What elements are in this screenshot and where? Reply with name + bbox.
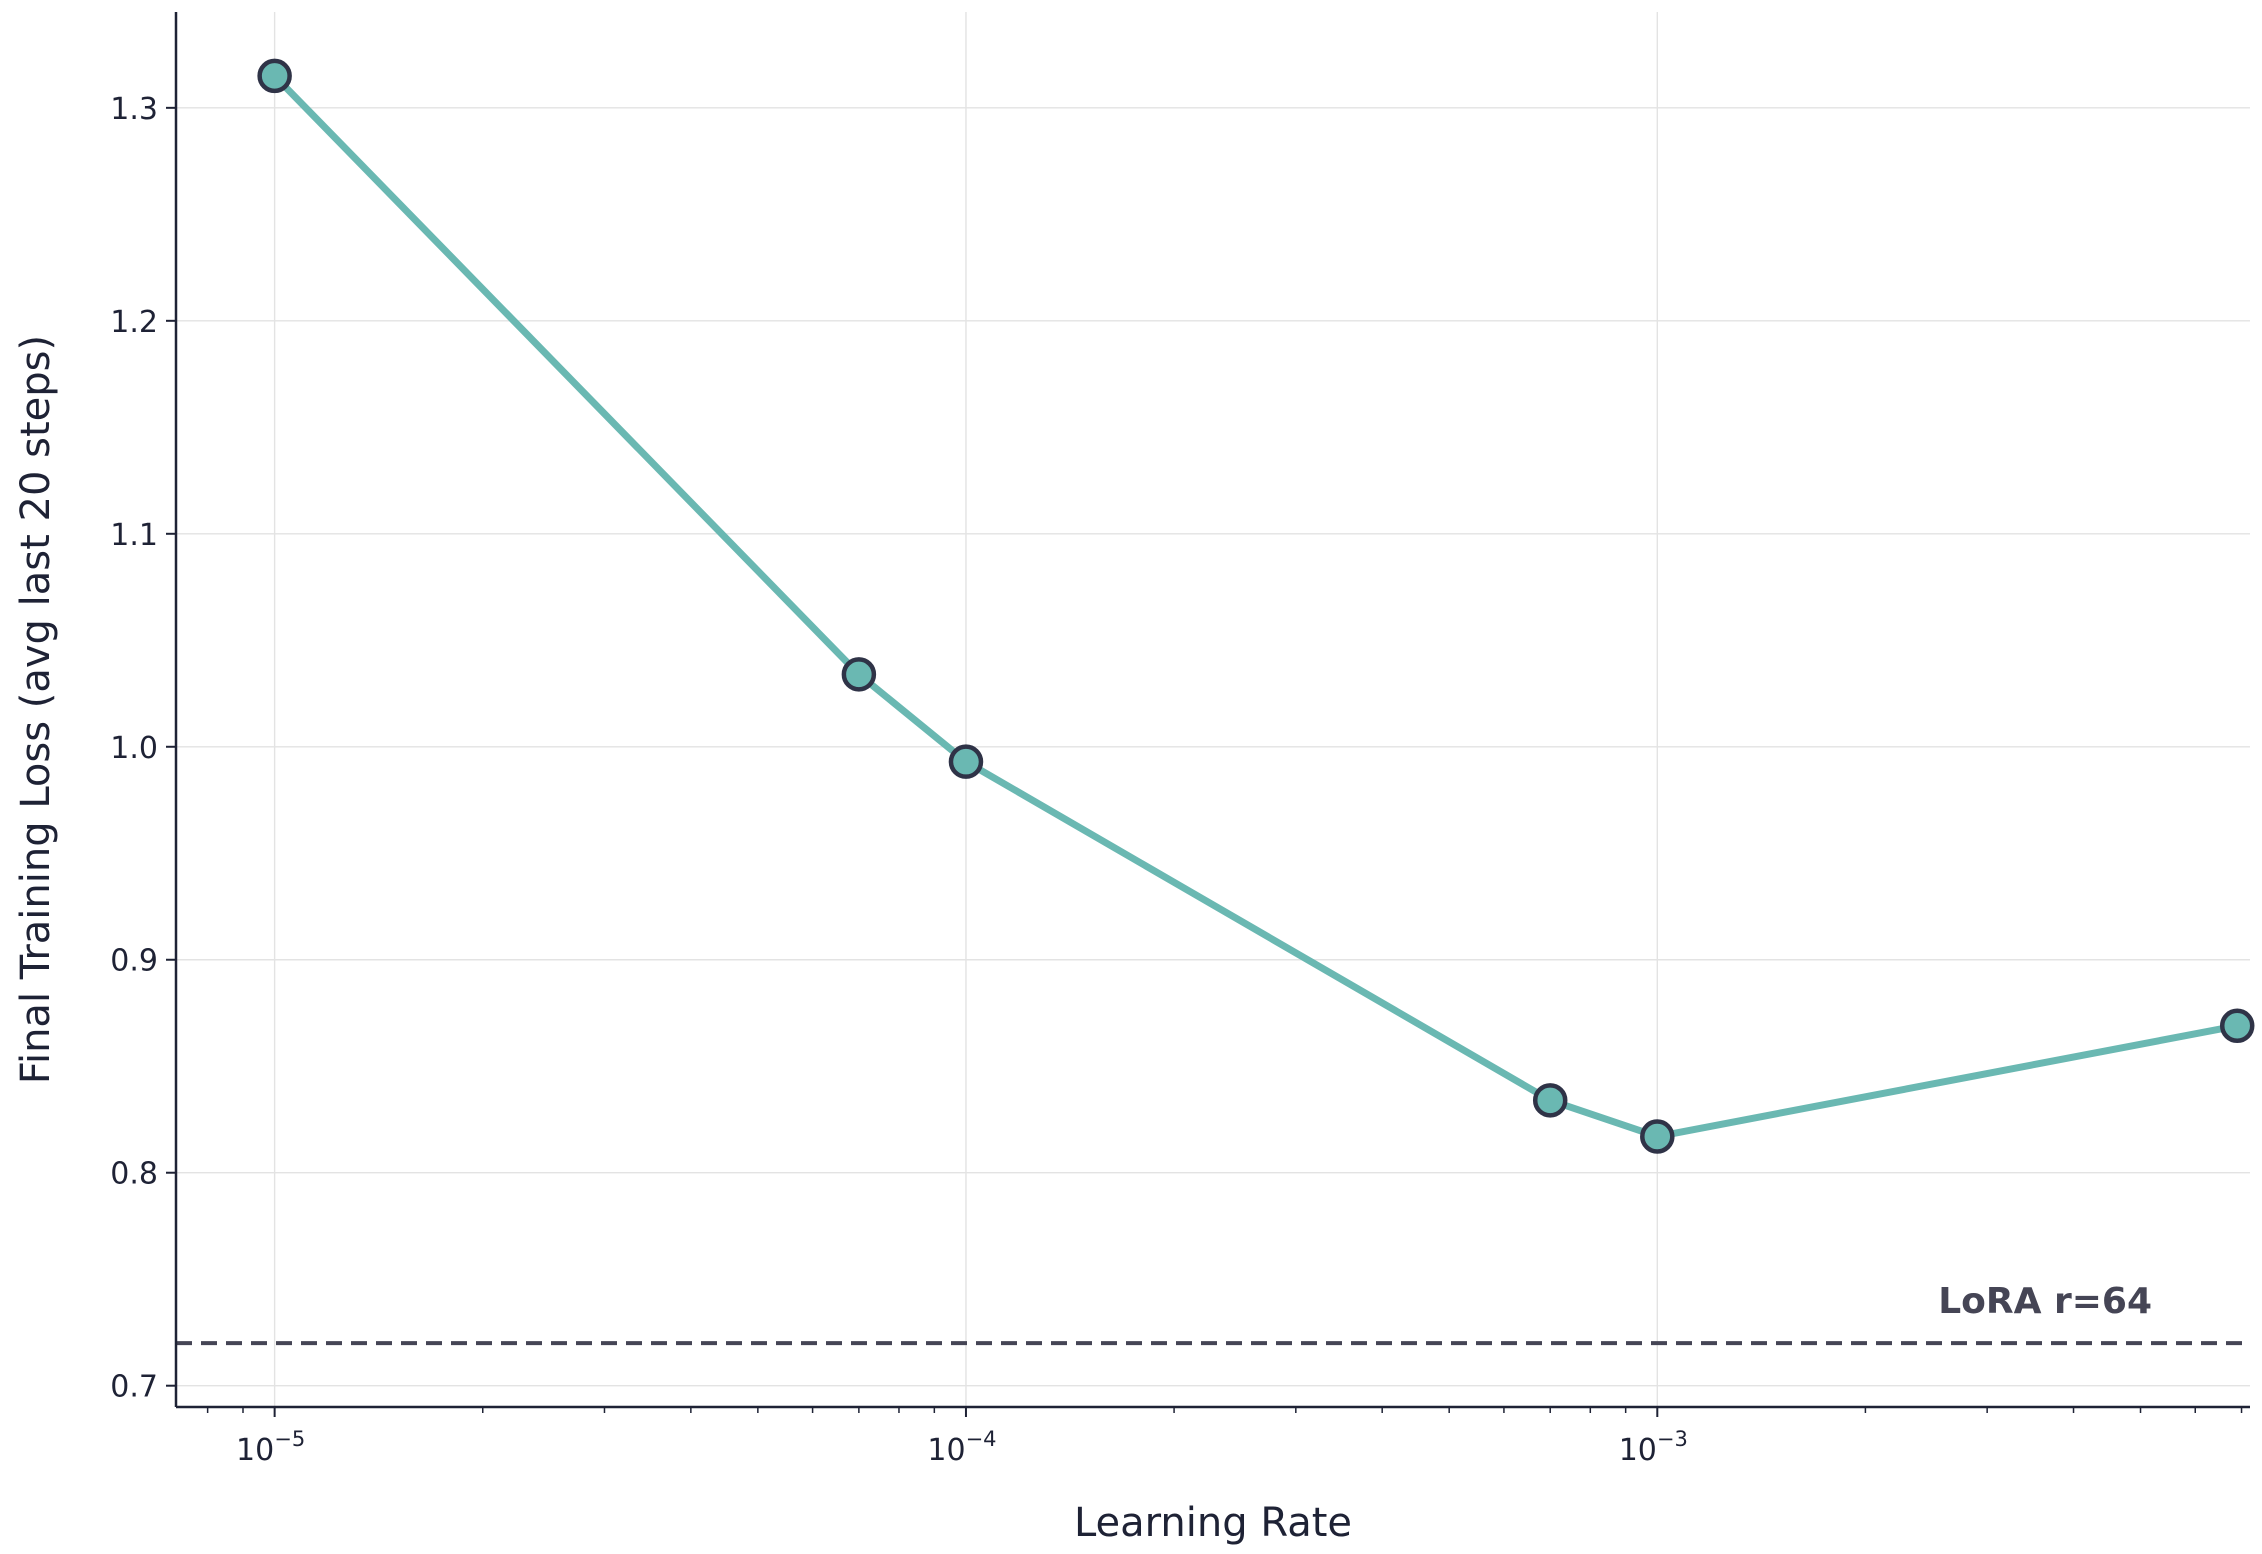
data-point: [841, 657, 877, 692]
data-point: [1640, 1119, 1675, 1154]
x-tick-label: 10−4: [927, 1427, 996, 1468]
y-axis-label: Final Training Loss (avg last 20 steps): [13, 335, 59, 1084]
data-point: [2219, 1008, 2255, 1044]
axes: [166, 12, 2250, 1417]
reference-line-label: LoRA r=64: [1938, 1281, 2152, 1322]
x-axis-label: Learning Rate: [1074, 1500, 1352, 1546]
y-tick-label: 1.2: [110, 305, 158, 340]
series-group: [257, 58, 2255, 1154]
y-tick-label: 0.8: [110, 1157, 158, 1192]
y-tick-label: 1.1: [110, 518, 158, 553]
x-tick-label: 10−5: [236, 1427, 305, 1468]
data-point: [948, 744, 984, 779]
y-tick-label: 0.9: [110, 944, 158, 979]
y-tick-label: 1.3: [110, 92, 158, 127]
reference-line-group: LoRA r=64: [176, 1281, 2250, 1346]
y-tick-label: 0.7: [110, 1370, 158, 1405]
x-tick-label: 10−3: [1619, 1427, 1688, 1468]
data-point: [257, 58, 292, 94]
tick-labels: 0.7 0.8 0.9 1.0 1.1 1.2 1.3 10−5 10−4 10−3: [110, 92, 1688, 1468]
data-point: [1532, 1083, 1568, 1118]
y-tick-label: 1.0: [110, 731, 158, 766]
series-line: [271, 72, 2241, 1141]
grid-lines: [176, 12, 2250, 1407]
